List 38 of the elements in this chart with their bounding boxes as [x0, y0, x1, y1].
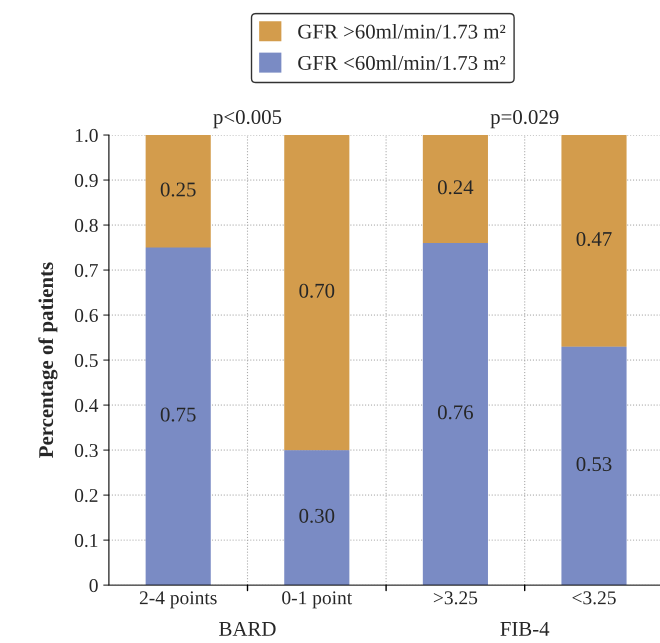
bar: [422, 135, 488, 244]
text: BARD: [219, 622, 276, 636]
legend-label: GFR <60ml/min/1.73 m²: [298, 55, 506, 70]
bar: [422, 243, 488, 586]
y-tick-label: 0.7: [74, 264, 98, 278]
y-tick-label: 0.3: [74, 444, 98, 458]
legend-label: GFR >60ml/min/1.73 m²: [298, 24, 506, 39]
data-label: 0.30: [299, 508, 334, 523]
text: FIB-4: [500, 622, 550, 636]
bar: [561, 346, 627, 586]
bar: [146, 135, 211, 248]
x-tick-label: 0-1 point: [282, 591, 352, 608]
data-label: 0.47: [576, 232, 612, 246]
y-axis-title: Percentage of patients: [38, 262, 58, 458]
bar: [561, 135, 627, 347]
data-label: 0.53: [576, 457, 612, 472]
data-label: 0.24: [438, 180, 474, 194]
y-tick-label: 1.0: [76, 128, 98, 142]
data-label: 0.76: [438, 405, 474, 420]
text: p=0.029: [490, 110, 558, 128]
y-tick-label: 0.1: [74, 534, 98, 548]
data-label: 0.25: [160, 182, 196, 197]
bar: [146, 248, 211, 586]
x-tick-label: 2-4 points: [140, 591, 217, 608]
x-tick-label: <3.25: [572, 591, 616, 604]
text: p<0.005: [213, 110, 282, 128]
data-label: 0.75: [160, 408, 196, 422]
data-label: 0.70: [299, 284, 334, 298]
y-tick-label: 0.9: [74, 174, 98, 188]
y-tick-label: 0.6: [74, 308, 98, 322]
y-tick-label: 0: [90, 578, 98, 592]
y-tick-label: 0.5: [74, 354, 98, 368]
x-tick-label: >3.25: [434, 591, 478, 604]
y-tick-label: 0.4: [74, 398, 98, 412]
bar: [284, 135, 350, 450]
y-tick-label: 0.2: [74, 488, 98, 502]
bar: [284, 450, 350, 586]
y-tick-label: 0.8: [74, 218, 98, 232]
